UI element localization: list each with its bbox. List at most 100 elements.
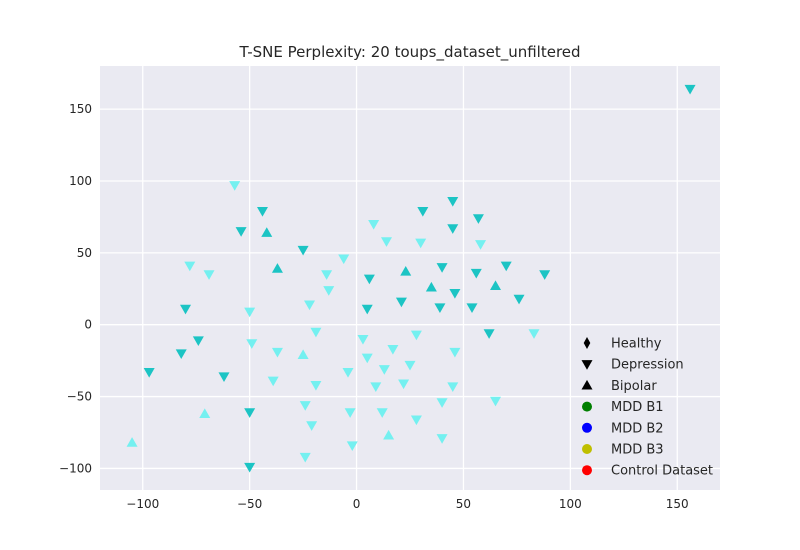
depression-point [246,339,258,349]
depression-point [378,365,390,375]
depression-point [404,360,416,371]
depression-point [235,227,247,237]
y-tick-label: 0 [84,318,92,332]
depression-point [436,398,448,408]
depression-point [244,408,256,418]
depression-point [184,261,196,272]
bipolar-point [126,437,138,447]
depression-point [192,336,204,347]
depression-point [449,288,461,299]
depression-point [271,347,283,358]
depression-point [304,300,316,311]
depression-point [218,372,230,382]
depression-point [398,379,410,390]
depression-point [361,353,373,364]
grid-lines [100,66,720,490]
depression-point [297,245,309,256]
x-tick-label: 50 [456,497,471,511]
depression-point [310,327,322,338]
depression-point [434,303,446,313]
depression-point [410,415,422,426]
depression-point [310,380,322,391]
data-points [126,84,696,473]
depression-point [387,345,399,355]
depression-point [466,303,478,313]
legend-marker-mdd-b3 [582,444,592,454]
legend-marker-depression [581,360,593,370]
bipolar-point [271,263,283,273]
x-tick-label: 100 [559,497,582,511]
depression-point [417,207,429,217]
bipolar-point [383,429,395,440]
legend-marker-mdd-b2 [582,422,592,433]
depression-point [357,334,369,345]
legend-label-healthy: Healthy [611,337,662,352]
depression-point [472,214,484,224]
legend-marker-healthy [583,336,591,350]
legend-marker-bipolar [581,379,593,390]
depression-point [363,274,375,285]
depression-point [244,462,256,473]
depression-point [500,261,512,272]
depression-point [175,349,187,359]
depression-point [449,347,461,358]
legend-label-mdd-b2: MDD B2 [611,421,664,436]
y-tick-label: −100 [59,461,92,475]
depression-point [684,84,696,95]
legend-label-control-dataset: Control Dataset [611,464,713,479]
x-tick-label: 0 [353,497,361,511]
depression-point [475,240,487,250]
depression-point [490,396,502,407]
chart-title: T-SNE Perplexity: 20 toups_dataset_unfil… [238,43,580,62]
depression-point [483,329,495,339]
depression-point [513,294,525,305]
depression-point [299,452,311,463]
depression-point [361,304,373,315]
depression-point [395,297,407,308]
legend: Healthy Depression Bipolar MDD B1 MDD B2 MDD … [581,336,713,479]
depression-point [368,219,380,230]
depression-point [447,196,459,207]
depression-point [344,408,356,418]
depression-point [415,238,427,249]
depression-point [447,224,459,234]
y-tick-label: 50 [77,246,92,260]
plot-area [100,66,720,490]
legend-marker-control-dataset [582,465,592,476]
bipolar-point [199,408,211,418]
y-tick-label: −50 [67,390,92,404]
depression-point [267,376,279,387]
depression-point [346,441,358,451]
y-tick-label: 150 [69,102,92,116]
depression-point [321,270,333,280]
depression-point [323,286,335,296]
bipolar-point [400,266,412,276]
legend-marker-mdd-b1 [582,401,592,412]
legend-label-bipolar: Bipolar [611,379,657,394]
depression-point [244,307,256,318]
y-axis-ticks: −100 −50 0 50 100 150 [59,102,92,475]
bipolar-point [297,349,309,360]
y-tick-label: 100 [69,174,92,188]
x-axis-ticks: −100 −50 0 50 100 150 [126,497,688,511]
depression-point [436,263,448,273]
x-tick-label: −100 [126,497,159,511]
depression-point [470,268,482,279]
depression-point [376,408,388,418]
legend-label-mdd-b1: MDD B1 [611,400,664,415]
depression-point [338,254,350,265]
depression-point [203,270,215,280]
bipolar-point [490,280,502,291]
bipolar-point [261,227,273,237]
x-tick-label: 150 [666,497,689,511]
legend-label-mdd-b3: MDD B3 [611,443,664,458]
depression-point [256,207,268,217]
depression-point [539,270,551,280]
depression-point [306,421,318,431]
x-tick-label: −50 [237,497,262,511]
depression-point [180,304,192,315]
legend-label-depression: Depression [611,358,684,373]
depression-point [528,329,540,339]
depression-point [436,434,448,444]
